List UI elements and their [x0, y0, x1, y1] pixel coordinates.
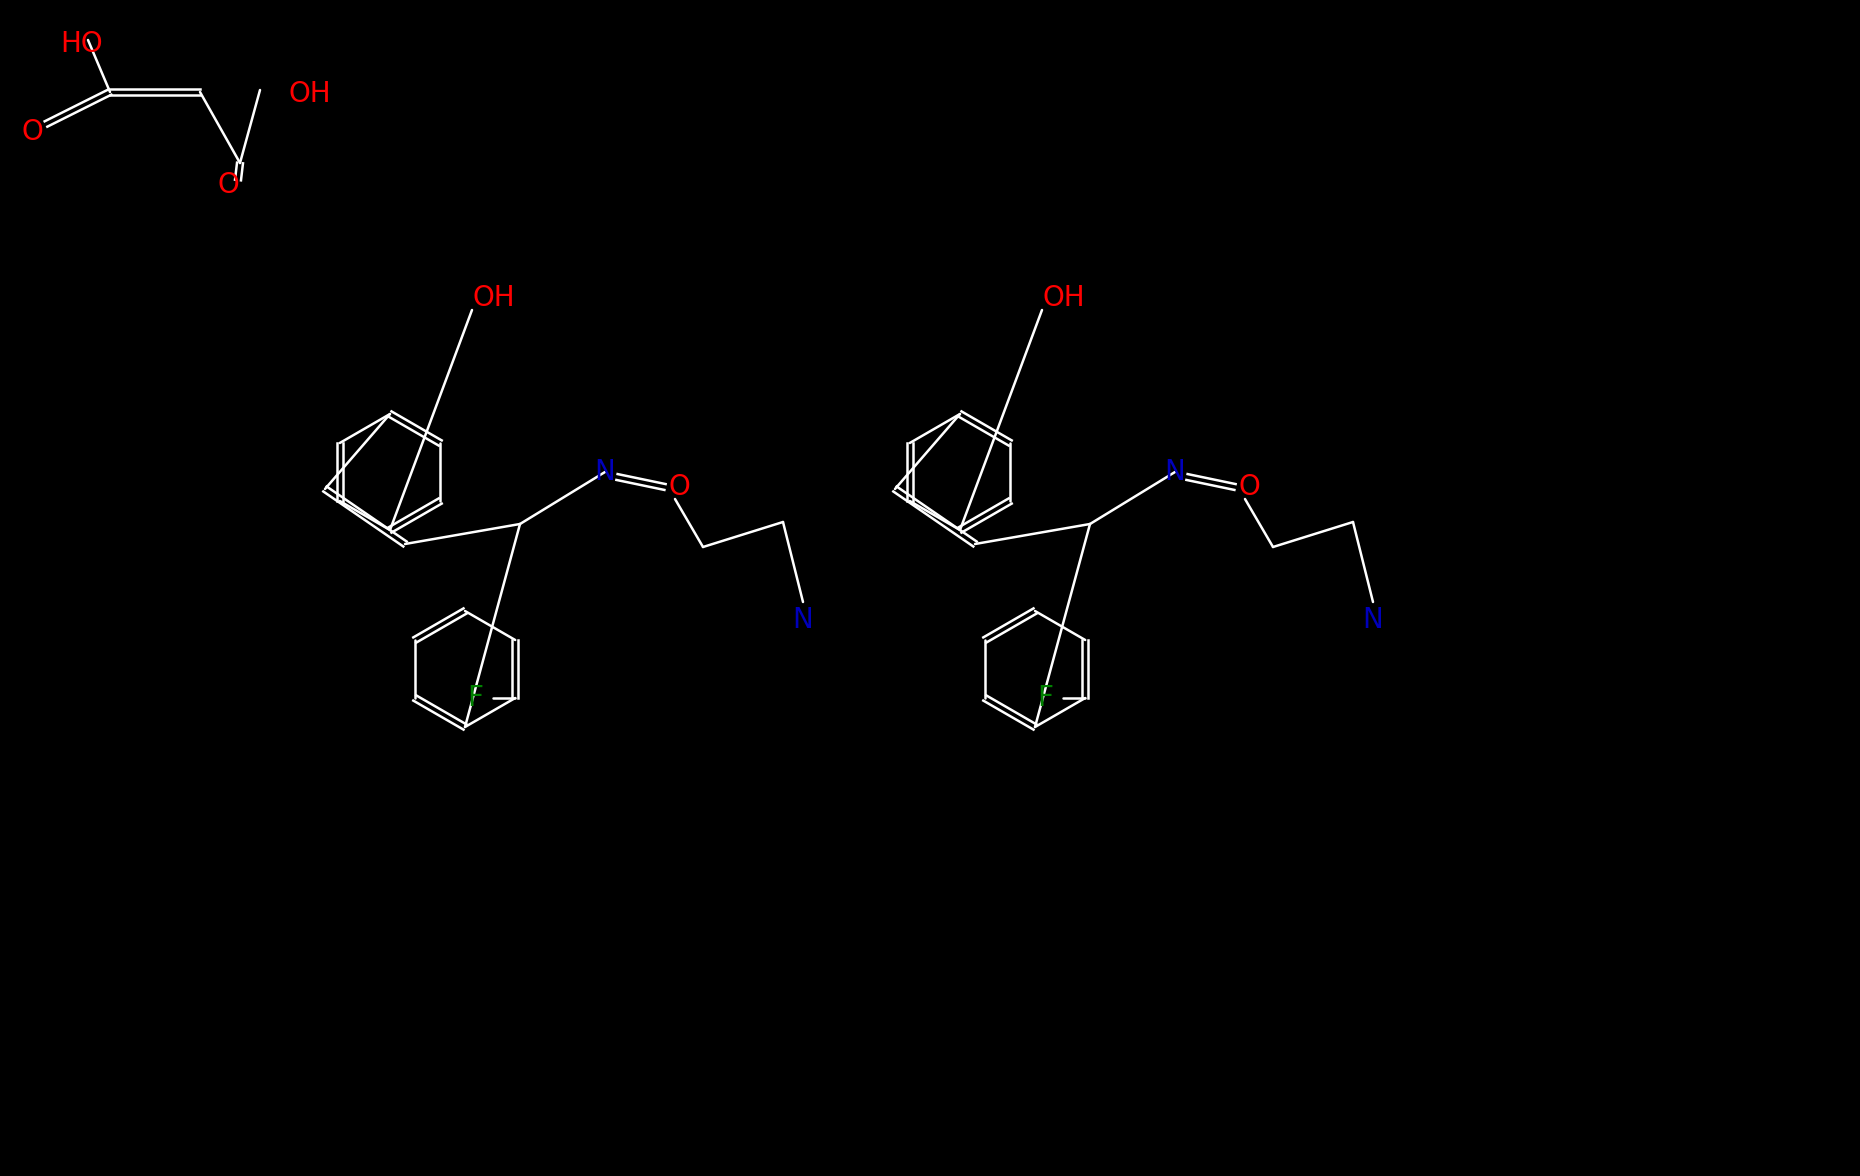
Text: F: F: [1038, 684, 1053, 711]
Text: OH: OH: [472, 283, 515, 312]
Text: O: O: [20, 118, 43, 146]
Text: N: N: [792, 606, 813, 634]
Text: O: O: [1239, 473, 1259, 501]
Text: N: N: [1363, 606, 1384, 634]
Text: O: O: [668, 473, 690, 501]
Text: OH: OH: [288, 80, 331, 108]
Text: F: F: [467, 684, 484, 711]
Text: HO: HO: [60, 31, 102, 58]
Text: N: N: [1164, 457, 1185, 486]
Text: O: O: [218, 171, 238, 199]
Text: OH: OH: [1042, 283, 1084, 312]
Text: N: N: [595, 457, 616, 486]
